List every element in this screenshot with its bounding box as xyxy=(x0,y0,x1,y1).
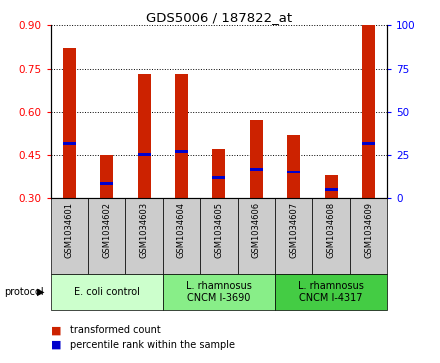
Bar xyxy=(362,142,375,145)
Bar xyxy=(213,176,225,179)
Bar xyxy=(362,25,375,198)
Text: ■: ■ xyxy=(51,325,61,335)
Bar xyxy=(163,198,200,274)
Bar xyxy=(88,198,125,274)
Bar xyxy=(238,198,275,274)
Bar xyxy=(350,198,387,274)
Bar xyxy=(275,274,387,310)
Text: L. rhamnosus
CNCM I-3690: L. rhamnosus CNCM I-3690 xyxy=(186,281,252,303)
Text: ▶: ▶ xyxy=(37,287,45,297)
Title: GDS5006 / 187822_at: GDS5006 / 187822_at xyxy=(146,11,292,24)
Bar xyxy=(200,198,238,274)
Bar xyxy=(275,198,312,274)
Bar xyxy=(63,142,76,145)
Bar xyxy=(163,274,275,310)
Text: GSM1034601: GSM1034601 xyxy=(65,202,74,258)
Text: GSM1034607: GSM1034607 xyxy=(289,202,298,258)
Bar xyxy=(175,74,188,198)
Bar xyxy=(175,150,188,153)
Text: percentile rank within the sample: percentile rank within the sample xyxy=(70,340,235,350)
Bar xyxy=(250,168,263,171)
Text: GSM1034603: GSM1034603 xyxy=(139,202,149,258)
Text: GSM1034605: GSM1034605 xyxy=(214,202,224,258)
Text: GSM1034606: GSM1034606 xyxy=(252,202,261,258)
Bar xyxy=(250,120,263,198)
Bar xyxy=(213,149,225,198)
Bar xyxy=(63,48,76,198)
Text: GSM1034608: GSM1034608 xyxy=(326,202,336,258)
Text: L. rhamnosus
CNCM I-4317: L. rhamnosus CNCM I-4317 xyxy=(298,281,364,303)
Bar xyxy=(287,171,300,174)
Bar xyxy=(125,198,163,274)
Bar xyxy=(100,155,113,198)
Text: ■: ■ xyxy=(51,340,61,350)
Bar xyxy=(325,175,337,198)
Bar xyxy=(312,198,350,274)
Text: GSM1034602: GSM1034602 xyxy=(102,202,111,258)
Text: protocol: protocol xyxy=(4,287,44,297)
Bar xyxy=(325,188,337,191)
Bar xyxy=(100,182,113,185)
Bar xyxy=(287,135,300,198)
Text: GSM1034604: GSM1034604 xyxy=(177,202,186,258)
Bar xyxy=(138,74,150,198)
Bar xyxy=(51,198,88,274)
Bar xyxy=(138,153,150,156)
Bar xyxy=(51,274,163,310)
Text: GSM1034609: GSM1034609 xyxy=(364,202,373,258)
Text: transformed count: transformed count xyxy=(70,325,161,335)
Text: E. coli control: E. coli control xyxy=(74,287,139,297)
